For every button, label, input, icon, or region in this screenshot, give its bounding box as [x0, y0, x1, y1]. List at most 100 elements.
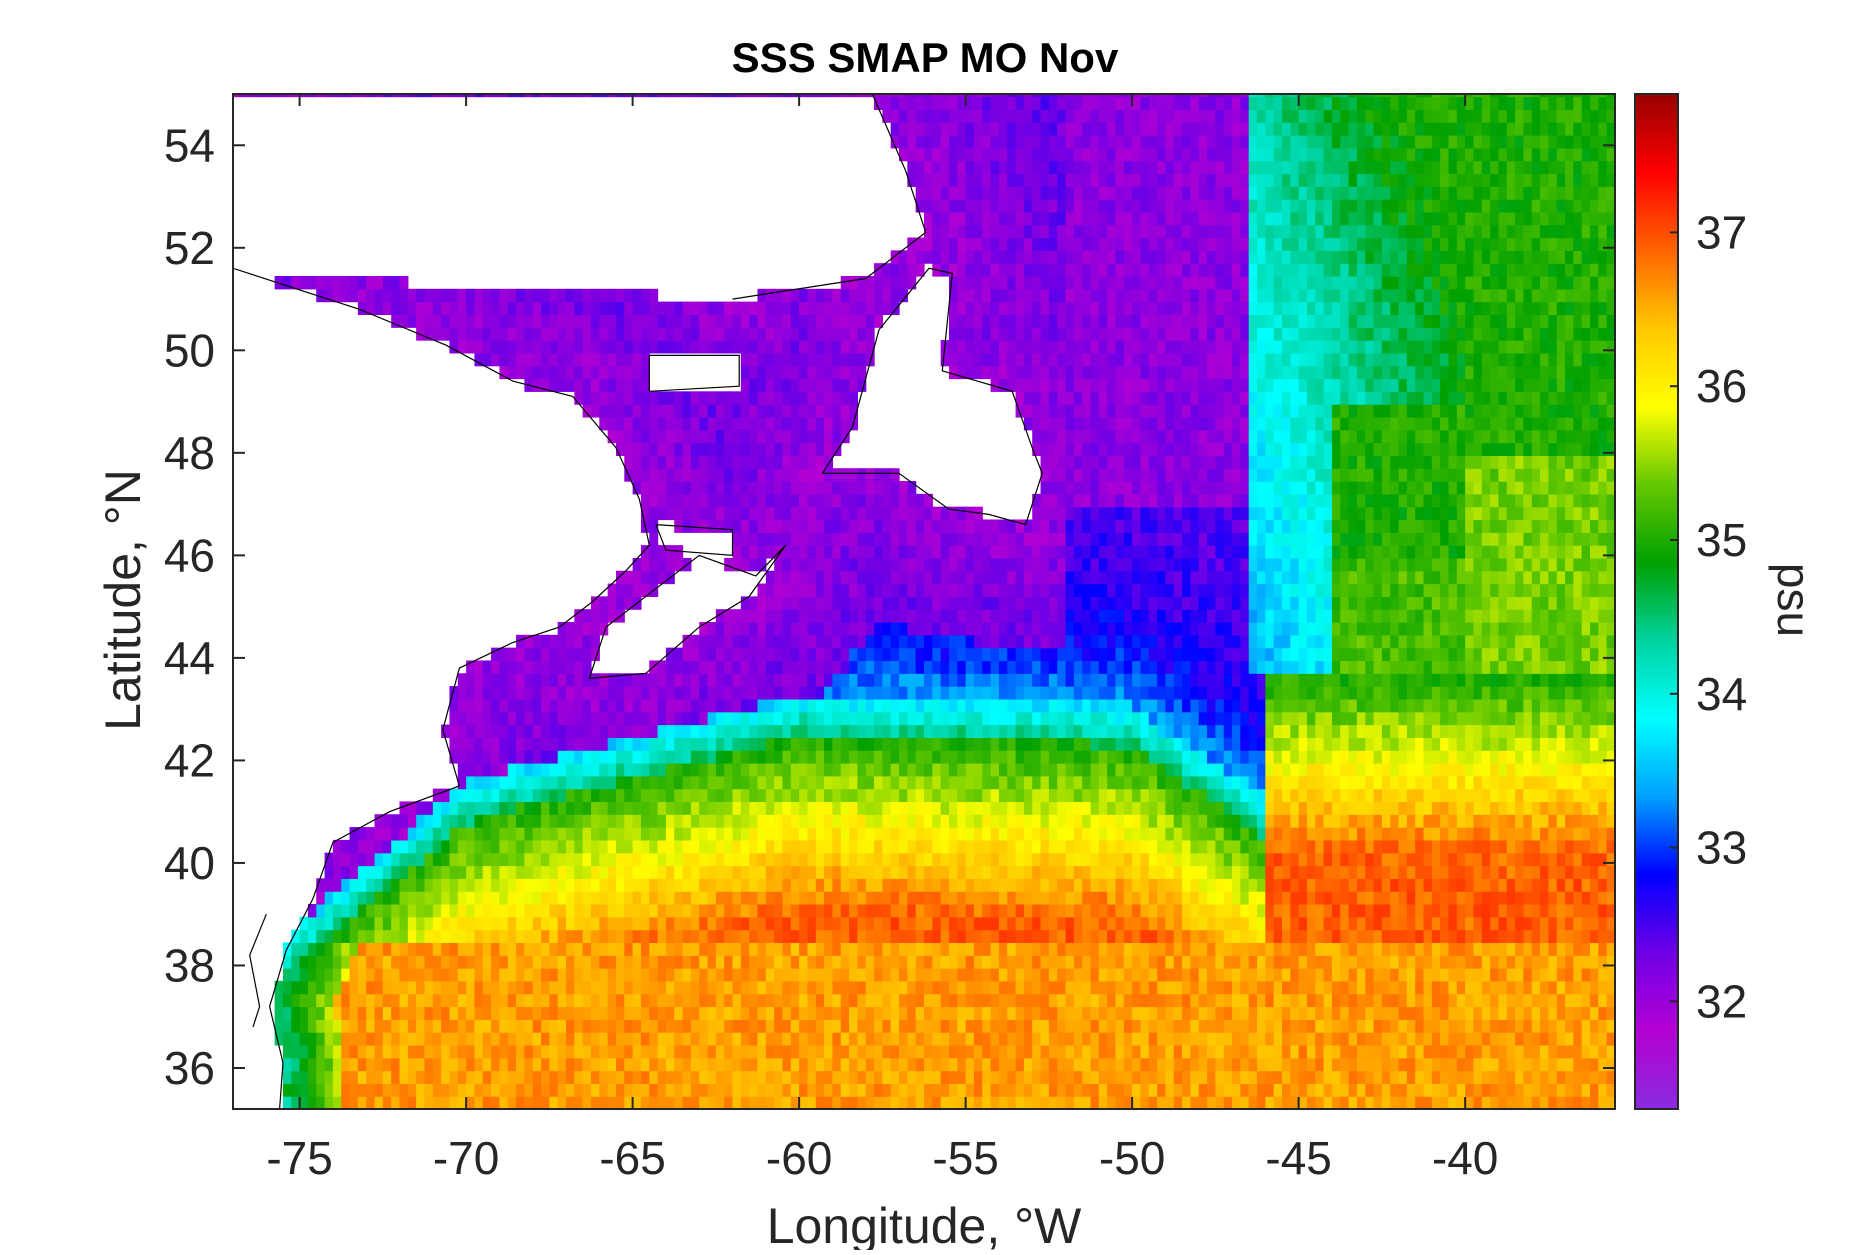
salinity-cell [982, 878, 992, 892]
salinity-cell [299, 1006, 309, 1020]
salinity-cell [1331, 1032, 1341, 1046]
salinity-cell [790, 1032, 800, 1046]
salinity-cell [1173, 827, 1183, 841]
salinity-cell [1040, 1032, 1050, 1046]
salinity-cell [1098, 865, 1108, 879]
salinity-cell [1498, 916, 1508, 931]
salinity-cell [765, 852, 775, 867]
salinity-cell [632, 711, 642, 726]
salinity-cell [1456, 1083, 1466, 1097]
salinity-cell [482, 1032, 492, 1046]
salinity-cell [732, 852, 742, 867]
salinity-cell [474, 788, 484, 803]
salinity-cell [1090, 775, 1100, 790]
salinity-cell [932, 839, 942, 854]
salinity-cell [541, 891, 550, 905]
salinity-cell [782, 750, 792, 764]
salinity-cell [1140, 891, 1150, 905]
salinity-cell [291, 993, 301, 1008]
salinity-cell [1248, 839, 1258, 854]
salinity-cell [1098, 980, 1108, 995]
salinity-cell [1398, 980, 1408, 995]
salinity-cell [924, 878, 933, 892]
salinity-cell [1515, 1006, 1525, 1020]
salinity-cell [1573, 762, 1583, 777]
salinity-cell [491, 1083, 501, 1097]
salinity-cell [1240, 698, 1250, 713]
salinity-cell [1173, 775, 1183, 790]
salinity-cell [1273, 737, 1283, 751]
salinity-cell [1248, 1006, 1258, 1020]
salinity-cell [849, 788, 858, 803]
salinity-cell [1215, 1019, 1225, 1033]
salinity-cell [973, 698, 983, 713]
salinity-cell [1107, 1006, 1117, 1020]
salinity-cell [416, 1032, 426, 1046]
salinity-cell [1431, 903, 1441, 918]
salinity-cell [1590, 737, 1599, 751]
salinity-cell [507, 737, 517, 751]
salinity-cell [649, 775, 659, 790]
salinity-cell [541, 980, 550, 995]
salinity-cell [1082, 711, 1092, 726]
salinity-cell [757, 698, 767, 713]
salinity-cell [1340, 993, 1350, 1008]
salinity-cell [1398, 891, 1408, 905]
salinity-cell [1306, 1032, 1316, 1046]
salinity-cell [1140, 1044, 1150, 1059]
salinity-cell [724, 993, 734, 1008]
salinity-cell [790, 1019, 800, 1033]
salinity-cell [1290, 839, 1300, 854]
salinity-cell [416, 1044, 426, 1059]
salinity-cell [1306, 980, 1316, 995]
salinity-cell [532, 955, 542, 969]
salinity-cell [973, 1006, 983, 1020]
salinity-cell [865, 801, 875, 815]
salinity-cell [1356, 801, 1366, 815]
salinity-cell [957, 711, 967, 726]
salinity-cell [1523, 942, 1533, 956]
salinity-cell [1190, 814, 1200, 828]
salinity-cell [1473, 980, 1483, 995]
salinity-cell [1506, 1096, 1516, 1109]
salinity-cell [1281, 916, 1291, 931]
salinity-cell [399, 1006, 409, 1020]
salinity-cell [890, 724, 900, 738]
salinity-cell [865, 1044, 875, 1059]
salinity-cell [1331, 916, 1341, 931]
salinity-cell [890, 891, 900, 905]
salinity-cell [424, 801, 434, 815]
salinity-cell [1598, 916, 1608, 931]
salinity-cell [1473, 814, 1483, 828]
salinity-cell [1015, 1032, 1025, 1046]
salinity-cell [382, 852, 392, 867]
salinity-cell [474, 762, 484, 777]
salinity-cell [724, 814, 734, 828]
salinity-cell [915, 775, 925, 790]
salinity-cell [366, 1006, 376, 1020]
salinity-cell [1190, 878, 1200, 892]
salinity-cell [1473, 839, 1483, 854]
salinity-cell [299, 1019, 309, 1033]
salinity-cell [1223, 814, 1233, 828]
salinity-cell [707, 993, 717, 1008]
salinity-cell [1356, 903, 1366, 918]
salinity-cell [457, 762, 467, 777]
salinity-cell [790, 801, 800, 815]
salinity-cell [998, 750, 1008, 764]
salinity-cell [940, 955, 950, 969]
salinity-cell [1531, 762, 1541, 777]
salinity-cell [1373, 827, 1383, 841]
salinity-cell [499, 1032, 509, 1046]
salinity-cell [1540, 698, 1549, 713]
salinity-cell [1165, 1006, 1175, 1020]
salinity-cell [382, 903, 392, 918]
salinity-cell [1581, 929, 1591, 943]
salinity-cell [732, 762, 742, 777]
salinity-cell [1007, 711, 1017, 726]
salinity-cell [341, 903, 351, 918]
salinity-cell [965, 852, 975, 867]
salinity-cell [674, 878, 684, 892]
salinity-cell [1240, 1006, 1250, 1020]
salinity-cell [1190, 724, 1200, 738]
